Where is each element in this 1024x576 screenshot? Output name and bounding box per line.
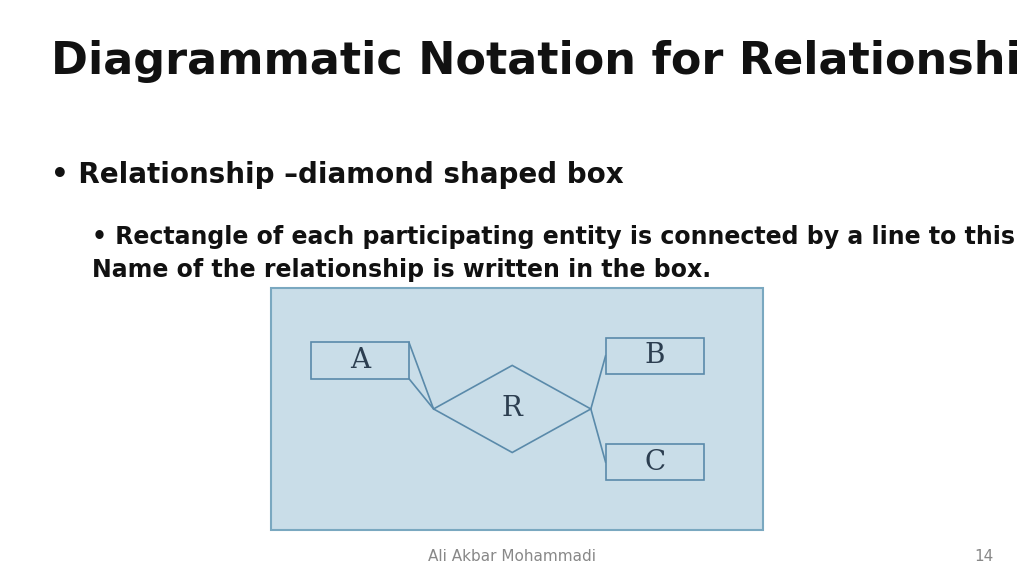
Text: • Relationship –diamond shaped box: • Relationship –diamond shaped box xyxy=(51,161,624,190)
Text: B: B xyxy=(644,342,665,369)
FancyBboxPatch shape xyxy=(605,338,703,374)
Text: C: C xyxy=(644,449,666,476)
FancyBboxPatch shape xyxy=(605,444,703,480)
Text: A: A xyxy=(350,347,370,374)
Text: Diagrammatic Notation for Relationships: Diagrammatic Notation for Relationships xyxy=(51,40,1024,84)
Text: R: R xyxy=(502,396,522,422)
FancyBboxPatch shape xyxy=(271,288,763,530)
Text: 14: 14 xyxy=(974,550,993,564)
Text: Ali Akbar Mohammadi: Ali Akbar Mohammadi xyxy=(428,550,596,564)
FancyBboxPatch shape xyxy=(310,342,409,379)
Polygon shape xyxy=(433,365,591,453)
Text: • Rectangle of each participating entity is connected by a line to this diamond.: • Rectangle of each participating entity… xyxy=(92,225,1024,282)
